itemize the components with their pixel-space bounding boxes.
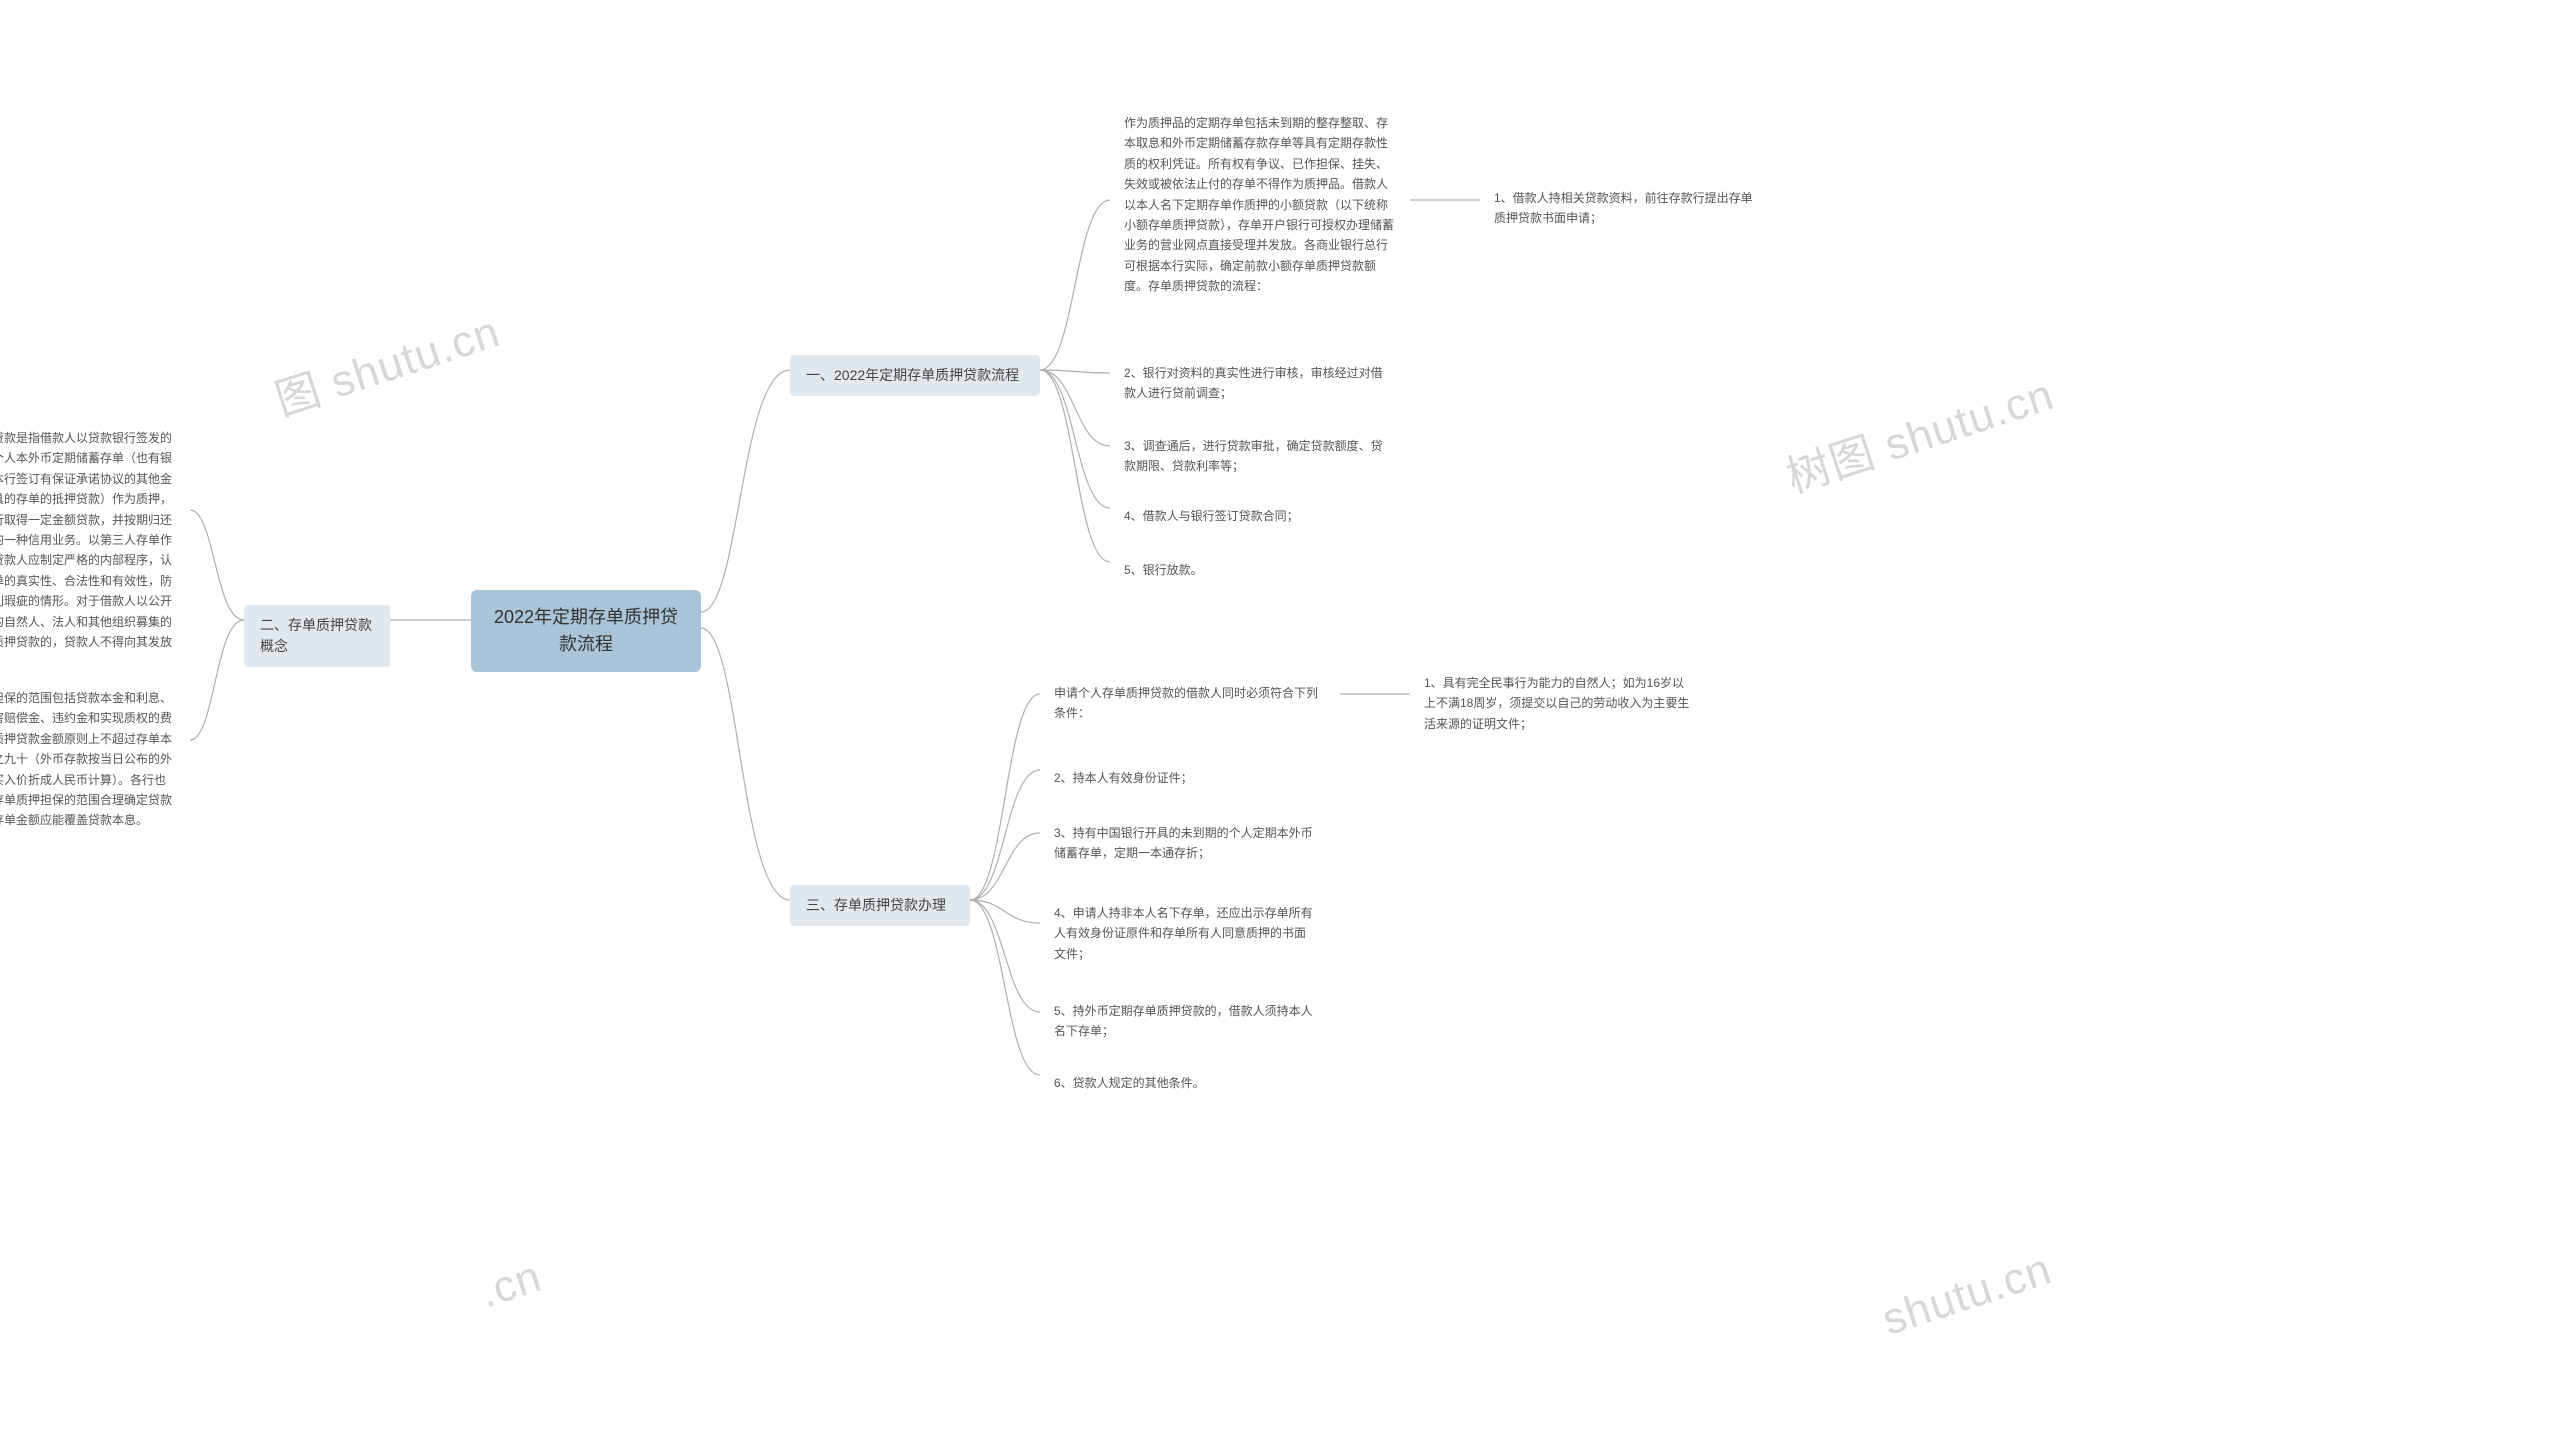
watermark: .cn xyxy=(474,1252,548,1319)
branch-3-label: 三、存单质押贷款办理 xyxy=(806,897,946,913)
branch3-child-4: 4、申请人持非本人名下存单，还应出示存单所有人有效身份证原件和存单所有人同意质押… xyxy=(1040,895,1330,972)
branch1-child-1: 作为质押品的定期存单包括未到期的整存整取、存本取息和外币定期储蓄存款存单等具有定… xyxy=(1110,105,1410,305)
watermark: 图 shutu.cn xyxy=(266,296,507,429)
branch3-child-5-text: 5、持外币定期存单质押贷款的，借款人须持本人名下存单； xyxy=(1054,1004,1313,1038)
branch1-child-5-text: 5、银行放款。 xyxy=(1124,563,1203,577)
branch-section-2: 二、存单质押贷款概念 xyxy=(244,605,390,667)
watermark: 树图 shutu.cn xyxy=(1777,359,2061,506)
branch1-child-1-text: 作为质押品的定期存单包括未到期的整存整取、存本取息和外币定期储蓄存款存单等具有定… xyxy=(1124,116,1394,293)
branch-section-3: 三、存单质押贷款办理 xyxy=(790,885,970,926)
branch1-child-4-text: 4、借款人与银行签订贷款合同； xyxy=(1124,509,1299,523)
branch3-child-1a-text: 1、具有完全民事行为能力的自然人；如为16岁以上不满18周岁，须提交以自己的劳动… xyxy=(1424,676,1689,731)
branch2-child-2: 存单质押担保的范围包括贷款本金和利息、罚息、损害赔偿金、违约金和实现质权的费用。… xyxy=(0,680,190,839)
center-node: 2022年定期存单质押贷款流程 xyxy=(471,590,701,672)
watermark: shutu.cn xyxy=(1877,1244,2058,1345)
branch1-child-1a: 1、借款人持相关贷款资料，前往存款行提出存单质押贷款书面申请； xyxy=(1480,180,1770,237)
branch3-child-6: 6、贷款人规定的其他条件。 xyxy=(1040,1065,1330,1101)
branch3-child-2-text: 2、持本人有效身份证件； xyxy=(1054,771,1193,785)
branch3-child-5: 5、持外币定期存单质押贷款的，借款人须持本人名下存单； xyxy=(1040,993,1330,1050)
branch3-child-1: 申请个人存单质押贷款的借款人同时必须符合下列条件： xyxy=(1040,675,1340,732)
branch-section-1: 一、2022年定期存单质押贷款流程 xyxy=(790,355,1040,396)
branch1-child-3: 3、调查通后，进行贷款审批，确定贷款额度、贷款期限、贷款利率等； xyxy=(1110,428,1400,485)
branch3-child-6-text: 6、贷款人规定的其他条件。 xyxy=(1054,1076,1205,1090)
branch3-child-3-text: 3、持有中国银行开具的未到期的个人定期本外币储蓄存单，定期一本通存折； xyxy=(1054,826,1313,860)
branch1-child-5: 5、银行放款。 xyxy=(1110,552,1400,588)
branch1-child-2: 2、银行对资料的真实性进行审核，审核经过对借款人进行贷前调查； xyxy=(1110,355,1400,412)
branch1-child-3-text: 3、调查通后，进行贷款审批，确定贷款额度、贷款期限、贷款利率等； xyxy=(1124,439,1383,473)
branch2-child-1: 存单质押贷款是指借款人以贷款银行签发的未到期的个人本外币定期储蓄存单（也有银行办… xyxy=(0,420,190,681)
branch1-child-2-text: 2、银行对资料的真实性进行审核，审核经过对借款人进行贷前调查； xyxy=(1124,366,1383,400)
branch1-child-4: 4、借款人与银行签订贷款合同； xyxy=(1110,498,1400,534)
center-node-text: 2022年定期存单质押贷款流程 xyxy=(494,607,678,654)
branch1-child-1a-text: 1、借款人持相关贷款资料，前往存款行提出存单质押贷款书面申请； xyxy=(1494,191,1753,225)
branch2-child-1-text: 存单质押贷款是指借款人以贷款银行签发的未到期的个人本外币定期储蓄存单（也有银行办… xyxy=(0,431,172,669)
branch3-child-4-text: 4、申请人持非本人名下存单，还应出示存单所有人有效身份证原件和存单所有人同意质押… xyxy=(1054,906,1313,961)
branch3-child-1a: 1、具有完全民事行为能力的自然人；如为16岁以上不满18周岁，须提交以自己的劳动… xyxy=(1410,665,1710,742)
branch-2-label: 二、存单质押贷款概念 xyxy=(260,617,372,654)
branch-1-label: 一、2022年定期存单质押贷款流程 xyxy=(806,367,1019,383)
branch2-child-2-text: 存单质押担保的范围包括贷款本金和利息、罚息、损害赔偿金、违约金和实现质权的费用。… xyxy=(0,691,172,827)
branch3-child-2: 2、持本人有效身份证件； xyxy=(1040,760,1330,796)
branch3-child-1-text: 申请个人存单质押贷款的借款人同时必须符合下列条件： xyxy=(1054,686,1318,720)
branch3-child-3: 3、持有中国银行开具的未到期的个人定期本外币储蓄存单，定期一本通存折； xyxy=(1040,815,1330,872)
